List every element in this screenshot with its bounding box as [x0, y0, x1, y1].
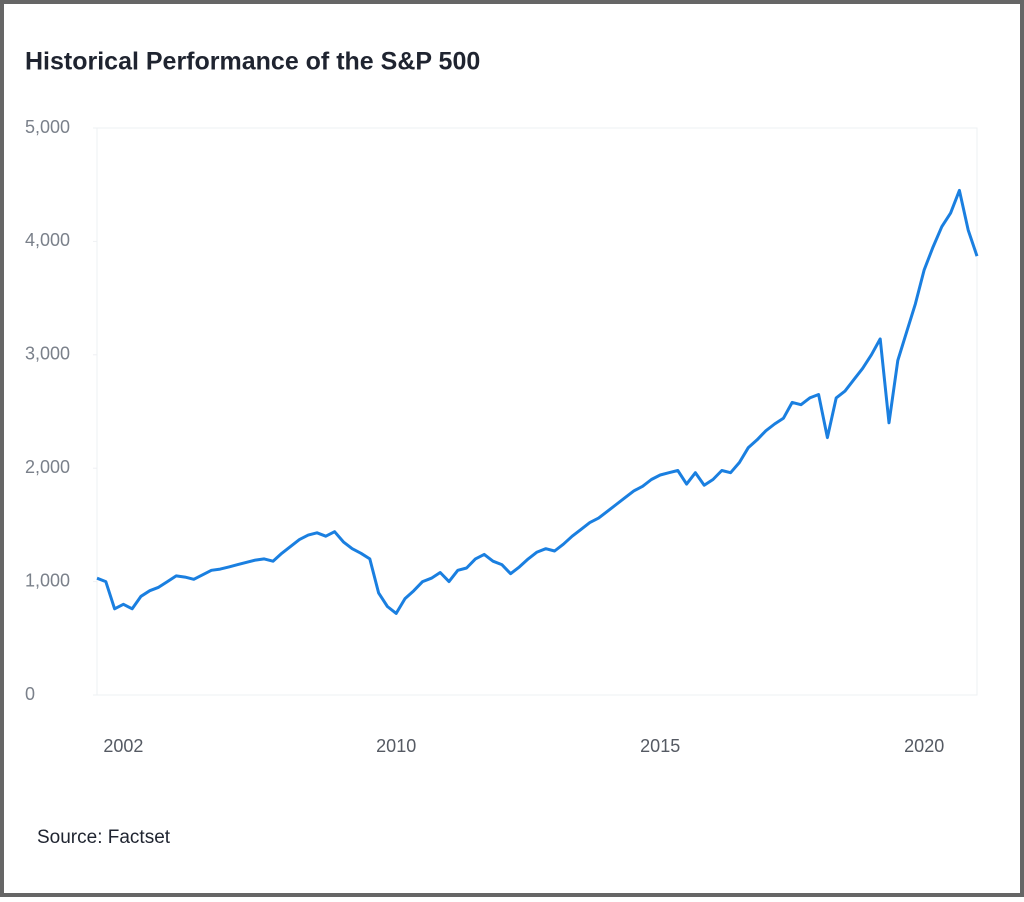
x-tick-label: 2002: [103, 736, 143, 756]
y-tick-label: 5,000: [25, 117, 70, 137]
y-tick-label: 0: [25, 684, 35, 704]
y-tick-label: 1,000: [25, 570, 70, 590]
y-tick-label: 3,000: [25, 344, 70, 364]
x-tick-label: 2020: [904, 736, 944, 756]
x-tick-label: 2015: [640, 736, 680, 756]
plot-area: [96, 127, 978, 696]
y-tick-label: 2,000: [25, 457, 70, 477]
source-note: Source: Factset: [37, 827, 171, 848]
x-tick-label: 2010: [376, 736, 416, 756]
price-line: [96, 188, 979, 615]
chart-title: Historical Performance of the S&P 500: [25, 48, 480, 76]
y-tick-label: 4,000: [25, 230, 70, 250]
